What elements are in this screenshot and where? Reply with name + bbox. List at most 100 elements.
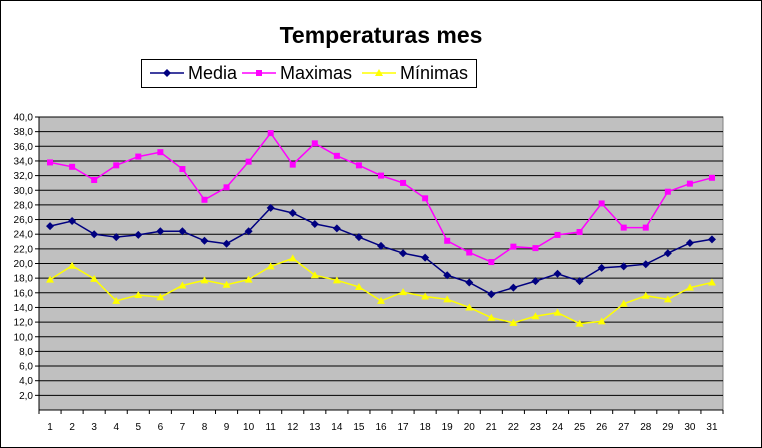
data-point [46,222,55,231]
data-point [200,236,209,245]
data-point [288,208,297,217]
x-tick-label: 18 [420,422,432,433]
data-point [134,230,143,239]
data-point [707,235,716,244]
data-point [333,152,340,159]
legend-label-media: Media [188,63,238,83]
x-tick-label: 14 [331,422,343,433]
data-point [641,291,650,299]
x-tick-label: 20 [464,422,476,433]
data-point [355,162,362,169]
data-point [399,288,408,296]
data-point [466,249,473,256]
data-point [311,140,318,147]
data-point [90,230,99,239]
x-tick-label: 30 [684,422,696,433]
y-tick-label: 34,0 [14,156,34,167]
data-point [465,278,474,287]
data-point [487,290,496,299]
data-point [554,231,561,238]
data-point [488,259,495,266]
data-point [46,275,55,283]
y-tick-label: 16,0 [14,288,34,299]
legend-marker-diamond-icon [150,69,184,77]
data-point [400,179,407,186]
data-point [245,158,252,165]
data-point [91,176,98,183]
data-point [421,292,430,300]
x-tick-label: 23 [530,422,542,433]
y-tick-label: 8,0 [19,347,33,358]
data-point [399,249,408,258]
data-point [619,262,628,271]
x-tick-label: 4 [113,422,119,433]
y-tick-label: 30,0 [14,186,34,197]
x-tick-label: 13 [309,422,321,433]
data-point [266,262,275,270]
data-point [310,271,319,279]
x-tick-label: 28 [640,422,652,433]
y-tick-label: 22,0 [14,244,34,255]
y-tick-label: 18,0 [14,274,34,285]
data-point [267,130,274,137]
y-tick-label: 32,0 [14,171,34,182]
data-point [156,227,165,236]
data-point [178,281,187,289]
data-point [707,278,716,286]
data-point [288,254,297,262]
data-point [200,276,209,284]
y-tick-label: 28,0 [14,200,34,211]
x-tick-label: 27 [618,422,630,433]
legend: Media Maximas Mínimas [141,59,477,88]
data-point [112,296,121,304]
data-point [620,224,627,231]
x-tick-label: 22 [508,422,520,433]
x-tick-label: 25 [574,422,586,433]
data-point [532,245,539,252]
data-point [179,166,186,173]
legend-marker-square-icon [242,70,276,76]
data-point [113,162,120,169]
data-point [465,303,474,311]
data-point [135,153,142,160]
data-point [244,275,253,283]
data-point [112,233,121,242]
data-point [354,233,363,242]
x-tick-label: 19 [442,422,454,433]
x-tick-label: 11 [265,422,276,433]
data-point [619,299,628,307]
y-tick-label: 36,0 [14,142,34,153]
data-point [531,277,540,286]
data-point [378,172,384,179]
x-tick-label: 31 [706,422,718,433]
data-point [597,317,606,325]
data-point [685,283,694,291]
data-point [156,293,165,301]
data-point [575,277,584,286]
y-tick-label: 14,0 [14,303,34,314]
data-point [531,312,540,320]
data-point [443,271,452,280]
data-point [289,161,296,168]
chart-title: Temperaturas mes [279,22,483,48]
data-point [178,227,187,236]
data-point [244,227,253,236]
data-point [223,184,230,191]
x-tick-label: 6 [158,422,164,433]
data-point [310,219,319,228]
data-point [332,224,341,233]
x-tick-label: 5 [136,422,142,433]
data-point [708,174,715,181]
data-point [642,224,649,231]
y-tick-label: 24,0 [14,230,34,241]
y-tick-label: 4,0 [19,376,33,387]
data-point [68,261,77,269]
x-tick-label: 29 [662,422,674,433]
data-point [509,318,518,326]
y-tick-label: 38,0 [14,127,34,138]
data-point [663,249,672,258]
data-point [597,263,606,272]
data-point [157,149,164,156]
